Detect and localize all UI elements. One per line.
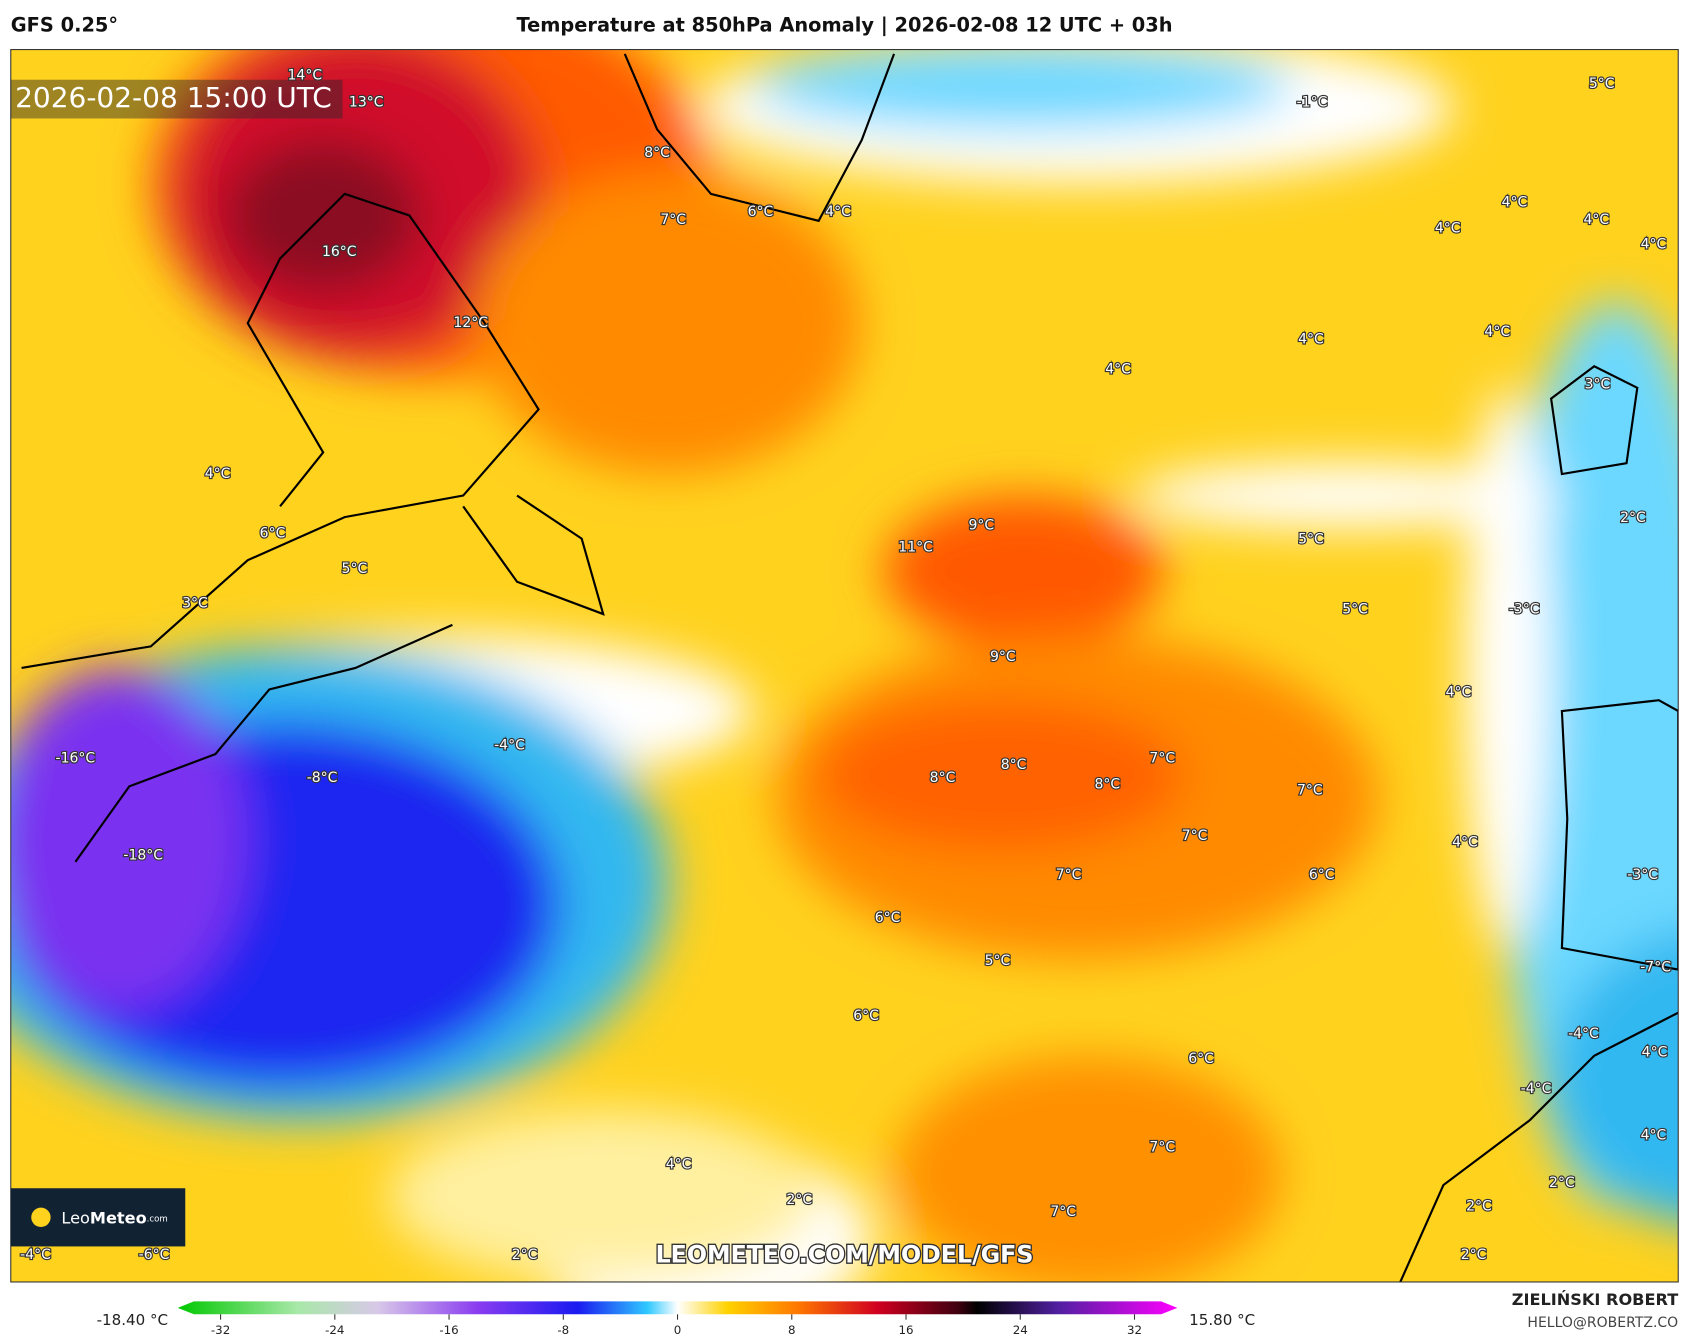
- map-label: 6°C: [748, 204, 774, 220]
- colorbar-tick-label: 8: [788, 1323, 796, 1337]
- map-label: 12°C: [453, 315, 488, 331]
- map-label: 2°C: [1466, 1199, 1492, 1215]
- map-label: 7°C: [660, 212, 686, 228]
- map-label: -1°C: [1297, 94, 1328, 110]
- map-label: 4°C: [1298, 331, 1324, 347]
- map-label: 5°C: [1298, 532, 1324, 548]
- model-name: GFS 0.25°: [11, 13, 118, 36]
- map-label: 2°C: [1461, 1247, 1487, 1263]
- map-label: 2°C: [786, 1192, 812, 1208]
- map-label: 3°C: [182, 595, 208, 611]
- map-label: 2°C: [1620, 510, 1646, 526]
- map-label: 4°C: [1584, 212, 1610, 228]
- svg-text:LeoMeteo.com: LeoMeteo.com: [61, 1208, 167, 1227]
- colorbar-tick-label: 32: [1127, 1323, 1142, 1337]
- colorbar-tick-label: -32: [211, 1323, 230, 1337]
- map-label: 4°C: [1641, 1127, 1667, 1143]
- map-label: 7°C: [1149, 750, 1175, 766]
- map-label: 2°C: [512, 1247, 538, 1263]
- map-label: -4°C: [20, 1247, 51, 1263]
- timestamp: 2026-02-08 15:00 UTC: [15, 81, 332, 114]
- map-label: 4°C: [1642, 1045, 1668, 1061]
- map-label: 4°C: [1452, 834, 1478, 850]
- map-label: 13°C: [349, 94, 384, 110]
- colorbar: [177, 1301, 1178, 1315]
- map-label: 7°C: [1050, 1204, 1076, 1220]
- logo-bold: Meteo: [90, 1208, 147, 1227]
- map-label: 5°C: [985, 953, 1011, 969]
- map-label: 8°C: [1094, 776, 1120, 792]
- map-label: -8°C: [307, 770, 338, 786]
- map-label: -6°C: [139, 1247, 170, 1263]
- map-label: 5°C: [342, 561, 368, 577]
- map-label: 5°C: [1342, 602, 1368, 618]
- map-label: 2°C: [1549, 1175, 1575, 1191]
- map-label: -4°C: [494, 737, 525, 753]
- map-label: 4°C: [1435, 220, 1461, 236]
- map-label: 4°C: [1484, 324, 1510, 340]
- map-label: 3°C: [1585, 377, 1611, 393]
- colorbar-tick-label: -16: [439, 1323, 458, 1337]
- map-label: -3°C: [1509, 602, 1540, 618]
- credit-name: ZIELIŃSKI ROBERT: [1512, 1290, 1678, 1309]
- map-label: 7°C: [1182, 828, 1208, 844]
- colorbar-min: -18.40 °C: [97, 1311, 168, 1329]
- map-label: 6°C: [853, 1008, 879, 1024]
- map-label: 16°C: [322, 244, 357, 260]
- colorbar-tick-label: 0: [674, 1323, 682, 1337]
- map-label: 8°C: [1001, 757, 1027, 773]
- map-label: 4°C: [1502, 195, 1528, 211]
- colorbar-tick-label: -24: [325, 1323, 344, 1337]
- map-label: 6°C: [875, 910, 901, 926]
- map-label: 14°C: [288, 67, 323, 83]
- colorbar-tick-label: 24: [1013, 1323, 1028, 1337]
- map-label: 4°C: [825, 204, 851, 220]
- map-label: -4°C: [1568, 1026, 1599, 1042]
- colorbar-tick-label: -8: [557, 1323, 569, 1337]
- map-label: -16°C: [56, 750, 96, 766]
- colorbar-max: 15.80 °C: [1189, 1311, 1255, 1329]
- map-label: 4°C: [205, 466, 231, 482]
- map-label: 6°C: [260, 525, 286, 541]
- credit-email: HELLO@ROBERTZ.CO: [1527, 1315, 1678, 1331]
- watermark: LEOMETEO.COM/MODEL/GFS: [656, 1241, 1034, 1269]
- map-title: Temperature at 850hPa Anomaly | 2026-02-…: [516, 13, 1172, 36]
- map-label: -7°C: [1640, 959, 1671, 975]
- colorbar-ticks: -32 -24 -16 -8 0 8 16 24 32: [211, 1314, 1142, 1337]
- map-labels: 14°C 13°C 8°C 7°C 6°C 4°C -1°C 5°C 16°C 12°C 4°C 4°…: [19, 66, 1672, 1264]
- map-label: 8°C: [644, 145, 670, 161]
- map-label: 6°C: [1188, 1051, 1214, 1067]
- map-label: 6°C: [1309, 867, 1335, 883]
- map-label: 4°C: [666, 1157, 692, 1173]
- map-label: 7°C: [1297, 783, 1323, 799]
- map-label: -18°C: [123, 847, 163, 863]
- map-label: 4°C: [1105, 362, 1131, 378]
- map-label: 7°C: [1056, 867, 1082, 883]
- map-label: 9°C: [990, 649, 1016, 665]
- map-label: 7°C: [1149, 1139, 1175, 1155]
- map-label: 5°C: [1589, 76, 1615, 92]
- map-label: 8°C: [930, 770, 956, 786]
- logo-light: Leo: [61, 1208, 90, 1227]
- timestamp-box: [10, 79, 343, 119]
- map-label: 4°C: [1446, 685, 1472, 701]
- map-label: 9°C: [968, 518, 994, 534]
- map-label: -3°C: [1627, 867, 1658, 883]
- map-label: -4°C: [1521, 1081, 1552, 1097]
- colorbar-tick-label: 16: [898, 1323, 913, 1337]
- map-label: 11°C: [898, 539, 933, 555]
- map-label: 4°C: [1641, 237, 1667, 253]
- logo-domain: .com: [147, 1214, 168, 1224]
